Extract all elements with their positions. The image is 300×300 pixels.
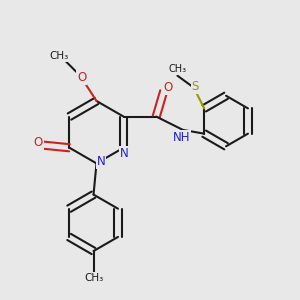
Text: CH₃: CH₃ bbox=[50, 51, 69, 62]
Text: NH: NH bbox=[173, 131, 190, 144]
Text: O: O bbox=[164, 81, 173, 94]
Text: CH₃: CH₃ bbox=[168, 64, 187, 74]
Text: S: S bbox=[192, 80, 199, 93]
Text: O: O bbox=[34, 136, 43, 149]
Text: N: N bbox=[97, 155, 105, 168]
Text: CH₃: CH₃ bbox=[84, 273, 103, 283]
Text: N: N bbox=[120, 147, 128, 160]
Text: O: O bbox=[77, 71, 86, 84]
